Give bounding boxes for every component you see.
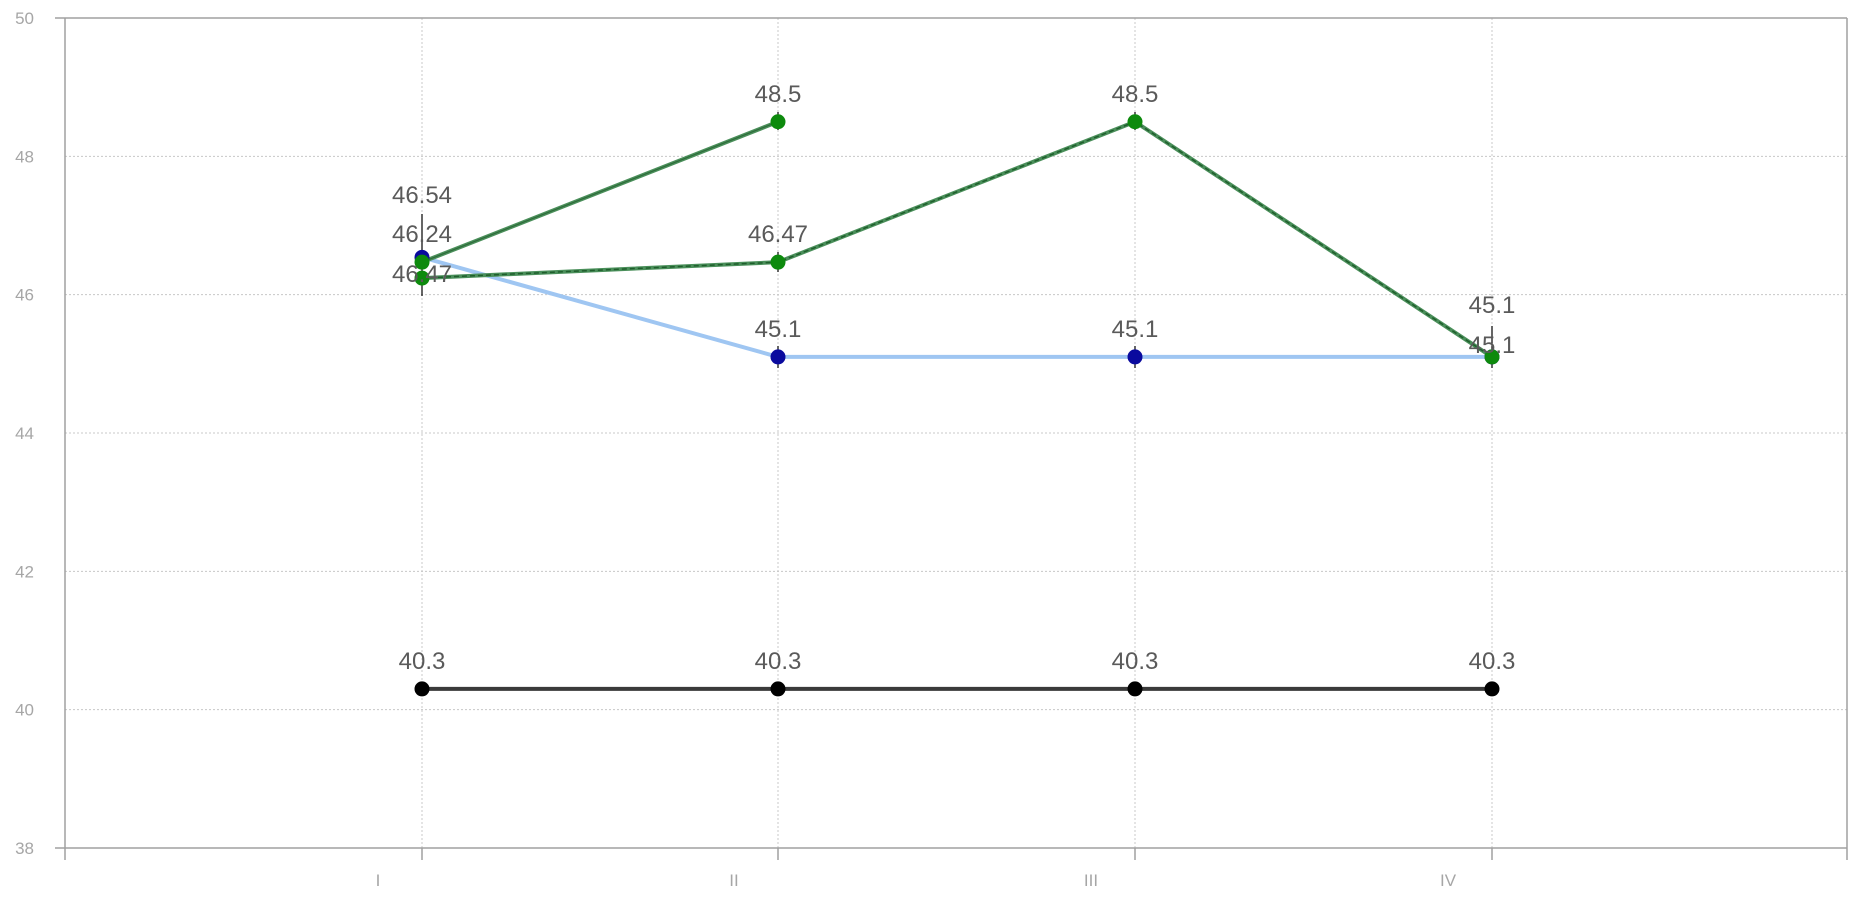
y-tick-label: 48 — [15, 147, 34, 166]
x-tick-label: II — [729, 871, 738, 890]
data-label: 46.24 — [392, 221, 452, 248]
data-label: 40.3 — [1469, 648, 1516, 675]
data-point — [414, 681, 430, 697]
data-label: 40.3 — [1112, 648, 1159, 675]
data-label: 45.1 — [1112, 316, 1159, 343]
series-line — [421, 255, 1492, 359]
data-point — [414, 254, 430, 270]
y-tick-label: 42 — [15, 562, 34, 581]
y-tick-label: 40 — [15, 701, 34, 720]
series-line — [421, 119, 1494, 359]
data-point — [1127, 681, 1143, 697]
series-line-core — [421, 121, 779, 263]
data-point — [1484, 681, 1500, 697]
data-point — [770, 349, 786, 365]
data-label: 48.5 — [755, 81, 802, 108]
data-label: 40.3 — [399, 648, 446, 675]
data-label: 48.5 — [1112, 81, 1159, 108]
data-label: 46.47 — [392, 261, 452, 288]
data-label: 40.3 — [755, 648, 802, 675]
data-point — [1484, 349, 1500, 365]
data-point — [1127, 114, 1143, 130]
data-label: 46.54 — [392, 182, 452, 209]
y-tick-label: 38 — [15, 839, 34, 858]
x-tick-label: I — [376, 871, 381, 890]
data-label: 45.1 — [1469, 292, 1516, 319]
x-tick-label: IV — [1440, 871, 1457, 890]
data-point — [770, 254, 786, 270]
data-point — [770, 681, 786, 697]
data-label: 45.1 — [755, 316, 802, 343]
data-point — [414, 270, 430, 286]
y-tick-label: 50 — [15, 9, 34, 28]
data-label: 46.47 — [748, 221, 808, 248]
data-point — [770, 114, 786, 130]
y-tick-label: 46 — [15, 286, 34, 305]
data-point — [1127, 349, 1143, 365]
x-tick-label: III — [1084, 871, 1098, 890]
series-line-dash — [421, 120, 1493, 358]
data-label: 45.1 — [1469, 332, 1516, 359]
y-tick-label: 44 — [15, 424, 34, 443]
